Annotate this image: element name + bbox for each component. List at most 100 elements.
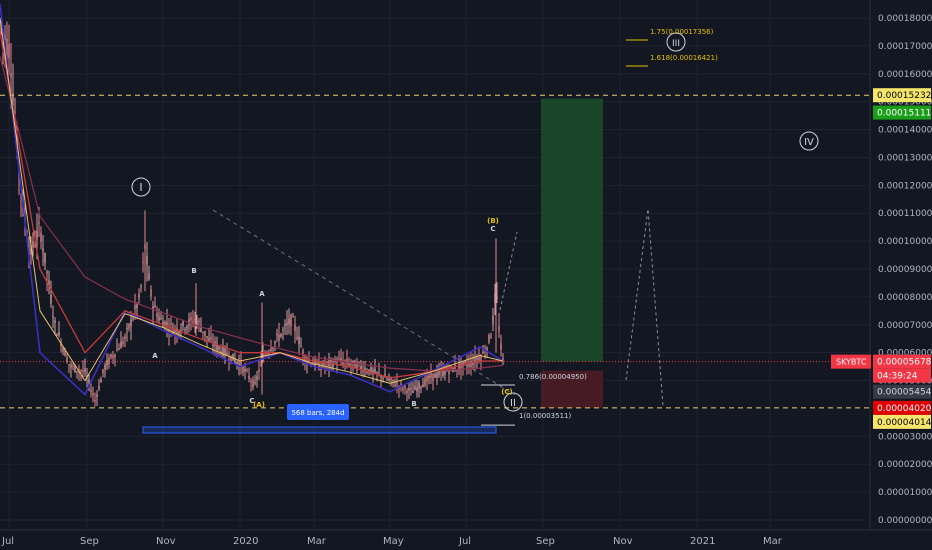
candle-body	[92, 393, 94, 396]
candle-body	[90, 389, 92, 393]
candle-body	[142, 261, 144, 264]
wave-a-label: A	[152, 352, 158, 360]
wave-b-label: B	[191, 267, 196, 275]
price-tick-label: 0.00013000	[878, 153, 932, 163]
wave-paren-a-label: (A)	[253, 401, 265, 409]
candle-body	[98, 385, 100, 390]
candle-body	[338, 358, 340, 360]
price-badges: 0.00015232 0.00015111 0.00005678 SKYBTC 04:3…	[831, 88, 932, 429]
candle-body	[68, 364, 70, 366]
candle-body	[322, 361, 324, 367]
symbol-badge: SKYBTC	[836, 358, 867, 367]
candle-body	[122, 341, 124, 344]
time-axis-panel[interactable]	[0, 530, 932, 550]
candle-body	[184, 329, 186, 331]
price-tick-label: 0.00009000	[878, 265, 932, 275]
candle-body	[272, 347, 274, 349]
price-tick-label: 0.00016000	[878, 70, 932, 80]
candle-body	[74, 365, 76, 373]
candle-body	[224, 348, 226, 356]
ma-slow-line	[0, 4, 504, 396]
candle-body	[370, 367, 372, 374]
candle-body	[434, 373, 436, 378]
candle-body	[10, 73, 12, 78]
candle-body	[426, 376, 428, 382]
candle-body	[248, 375, 250, 379]
stop-badge: 0.00004020	[877, 404, 932, 414]
candle-body	[494, 293, 496, 303]
time-axis-ticks: Jul Sep Nov 2020 Mar May Jul Sep Nov 2021 Mar	[1, 536, 783, 547]
candle-body	[274, 341, 276, 344]
candle-body	[230, 355, 232, 362]
candle-body	[148, 273, 150, 280]
fib-1618-label: 1.618(0.00016421)	[650, 54, 718, 62]
candle-body	[488, 334, 490, 343]
candle-body	[444, 370, 446, 375]
candle-body	[348, 362, 350, 366]
candle-body	[46, 271, 48, 274]
wave-c2-label: C	[490, 225, 495, 233]
wave-b2-label: B	[411, 400, 416, 408]
candle-body	[316, 361, 318, 364]
candle-body	[342, 361, 344, 365]
candle-body	[482, 352, 484, 354]
fib-1-label: 1(0.00003511)	[519, 412, 571, 420]
time-tick-label: 2021	[690, 536, 715, 547]
candle-body	[394, 385, 396, 387]
candle-body	[54, 320, 56, 323]
candle-body	[362, 369, 364, 373]
candle-body	[460, 362, 462, 370]
candle-body	[428, 375, 430, 379]
candle-body	[294, 324, 296, 331]
price-tick-label: 0.00014000	[878, 126, 932, 136]
candle-body	[150, 289, 152, 297]
candle-body	[4, 34, 6, 41]
candle-body	[318, 361, 320, 370]
candle-body	[128, 324, 130, 329]
candle-body	[64, 349, 66, 357]
time-tick-label: Mar	[307, 536, 327, 547]
candle-body	[374, 368, 376, 374]
candle-body	[206, 336, 208, 338]
price-tick-label: 0.00012000	[878, 181, 932, 191]
candle-body	[356, 363, 358, 371]
candle-body	[198, 320, 200, 322]
candle-body	[310, 363, 312, 366]
stop-badge-bg	[873, 400, 931, 415]
candle-body	[56, 334, 58, 336]
candle-body	[204, 331, 206, 336]
candle-body	[30, 244, 32, 256]
candle-body	[106, 360, 108, 366]
candle-body	[264, 354, 266, 356]
candle-body	[346, 358, 348, 364]
candle-body	[130, 319, 132, 327]
price-tick-label: 0.00017000	[878, 42, 932, 52]
candle-body	[288, 318, 290, 325]
time-tick-label: Sep	[80, 536, 99, 547]
candle-body	[186, 326, 188, 329]
candle-body	[476, 358, 478, 360]
candle-body	[292, 316, 294, 318]
candle-body	[378, 372, 380, 374]
moving-averages	[0, 4, 504, 396]
candle-body	[238, 362, 240, 368]
position-zones	[541, 98, 603, 408]
current-price-badge: 0.00005678	[877, 358, 932, 368]
prev-price-badge: 0.00005454	[877, 388, 932, 398]
wave-III-label: III	[672, 39, 680, 49]
candle-body	[390, 377, 392, 380]
candle-body	[232, 353, 234, 361]
price-tick-label: 0.00010000	[878, 237, 932, 247]
candle-body	[100, 379, 102, 383]
wave-paren-c-label: (C)	[501, 388, 513, 396]
candle-body	[36, 230, 38, 240]
candle-body	[32, 241, 34, 248]
candle-body	[212, 344, 214, 346]
candle-body	[252, 379, 254, 388]
candle-body	[484, 354, 486, 356]
candle-body	[332, 364, 334, 368]
candle-body	[88, 379, 90, 383]
candle-body	[470, 360, 472, 367]
